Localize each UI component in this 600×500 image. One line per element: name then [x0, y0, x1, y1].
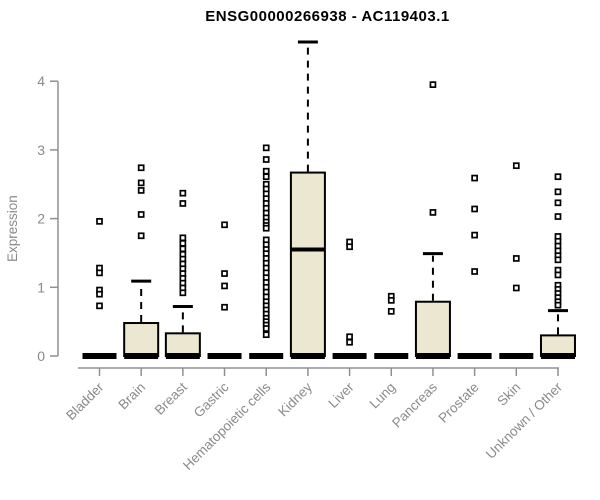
outlier-point [221, 270, 228, 277]
y-tick-label: 3 [37, 142, 45, 158]
outlier-point [554, 256, 562, 264]
y-tick-label: 4 [37, 73, 45, 89]
zero-median-bar [290, 353, 325, 359]
outlier-point [471, 174, 478, 182]
outlier-point [262, 144, 270, 152]
outlier-point [471, 268, 478, 275]
outlier-point [179, 289, 187, 297]
outlier-point [262, 331, 270, 339]
zero-median-bar [332, 353, 367, 359]
zero-median-bar [457, 353, 492, 359]
outlier-point [221, 303, 228, 311]
zero-median-bar [374, 353, 409, 359]
outlier-point [471, 205, 478, 213]
zero-median-bar [165, 353, 200, 359]
zero-median-bar [540, 353, 575, 359]
x-tick-label: Breast [152, 379, 190, 417]
outlier-point [346, 333, 353, 341]
outlier-point [137, 232, 145, 240]
x-tick-label: Gastric [191, 379, 232, 420]
x-tick-label: Prostate [436, 380, 482, 426]
outlier-point [554, 188, 562, 196]
outlier-point [512, 255, 520, 262]
box [289, 171, 326, 357]
outlier-point [387, 307, 395, 315]
y-tick-label: 1 [37, 279, 45, 295]
outlier-point [471, 231, 478, 239]
outlier-point [387, 297, 395, 304]
x-tick-label: Bladder [63, 379, 107, 423]
outlier-point [262, 156, 270, 163]
outlier-point [554, 173, 562, 181]
outlier-point [137, 187, 145, 194]
outlier-point [554, 199, 562, 207]
outlier-point [262, 224, 270, 232]
outlier-point [179, 239, 187, 247]
outlier-point [346, 243, 353, 251]
outlier-point [96, 290, 103, 298]
outlier-point [221, 282, 228, 290]
outlier-point [96, 217, 103, 225]
zero-median-bar [207, 353, 242, 359]
outlier-point [262, 173, 270, 181]
x-tick-label: Liver [325, 379, 357, 411]
x-tick-label: Unknown / Other [483, 379, 566, 462]
box [123, 322, 160, 357]
zero-median-bar [124, 353, 159, 359]
x-tick-label: Lung [367, 380, 399, 412]
chart-title: ENSG00000266938 - AC119403.1 [205, 8, 450, 25]
outlier-point [429, 81, 437, 88]
outlier-point [96, 302, 103, 310]
outlier-point [96, 269, 103, 277]
box [414, 300, 451, 357]
outlier-point [137, 164, 145, 172]
outlier-point [429, 209, 437, 216]
x-tick-label: Skin [494, 380, 523, 409]
box [164, 332, 201, 358]
outlier-point [179, 200, 187, 207]
outlier-point [512, 162, 520, 170]
x-tick-label: Kidney [275, 379, 315, 419]
outlier-point [137, 179, 145, 187]
zero-median-bar [499, 353, 534, 359]
outlier-point [179, 189, 187, 197]
outlier-point [554, 301, 562, 309]
zero-median-bar [82, 353, 117, 359]
outlier-point [346, 338, 353, 346]
outlier-point [137, 211, 145, 218]
zero-median-bar [249, 353, 284, 359]
outlier-point [554, 271, 562, 279]
outlier-point [179, 245, 187, 253]
zero-median-bar [415, 353, 450, 359]
outlier-point [512, 284, 520, 292]
y-tick-label: 2 [37, 211, 45, 227]
outlier-point [554, 213, 562, 220]
outlier-point [179, 234, 187, 242]
outlier-point [221, 221, 228, 229]
box [539, 334, 576, 358]
y-tick-label: 0 [37, 348, 45, 364]
x-tick-label: Brain [115, 380, 148, 413]
x-tick-label: Pancreas [389, 379, 440, 430]
outlier-point [262, 325, 270, 332]
outlier-point [262, 167, 270, 175]
